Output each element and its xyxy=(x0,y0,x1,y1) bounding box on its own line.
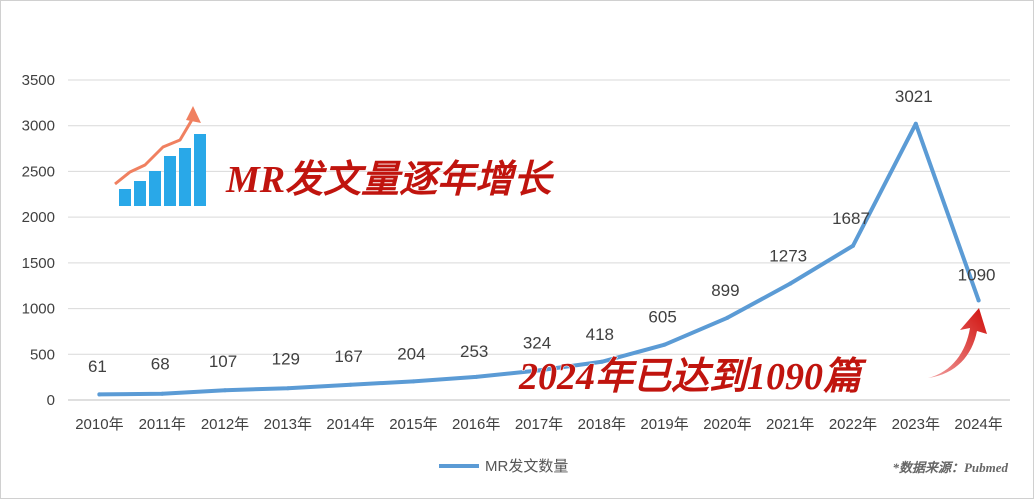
data-point xyxy=(285,386,290,391)
y-tick-label: 3500 xyxy=(22,72,55,89)
x-tick-label: 2012年 xyxy=(201,416,249,433)
callout-arrow-icon xyxy=(928,308,987,378)
data-point xyxy=(599,359,604,364)
data-point xyxy=(976,298,981,303)
y-tick-label: 2500 xyxy=(22,163,55,180)
icon-bar xyxy=(119,189,131,206)
x-tick-label: 2024年 xyxy=(954,416,1002,433)
icon-bar xyxy=(134,181,146,206)
icon-bar xyxy=(179,148,191,206)
source-note: *数据来源：Pubmed xyxy=(892,460,1008,475)
y-tick-label: 1500 xyxy=(22,255,55,272)
axes: 0 500 1000 1500 2000 2500 3000 3500 2010年 2011年 20… xyxy=(22,72,1010,433)
data-point xyxy=(851,243,855,248)
y-tick-label: 1000 xyxy=(22,301,55,318)
legend: MR发文数量 xyxy=(439,458,568,475)
callout-arrow-shape xyxy=(928,308,987,378)
data-label: 3021 xyxy=(895,87,933,106)
icon-arrowhead xyxy=(186,106,201,123)
data-point xyxy=(537,368,541,373)
data-point xyxy=(725,315,730,320)
data-point xyxy=(788,281,793,286)
callout-2024-annotation: 2024年已达到1090篇 xyxy=(518,356,867,398)
x-tick-label: 2021年 xyxy=(766,416,814,433)
x-tick-label: 2017年 xyxy=(515,416,563,433)
x-tick-label: 2020年 xyxy=(703,416,751,433)
x-tick-label: 2018年 xyxy=(578,416,626,433)
x-tick-label: 2011年 xyxy=(139,416,186,433)
data-point xyxy=(348,382,353,387)
x-tick-label: 2016年 xyxy=(452,416,500,433)
data-label: 107 xyxy=(209,352,237,371)
data-label: 68 xyxy=(151,355,170,374)
data-label: 1273 xyxy=(769,247,807,266)
data-point xyxy=(411,379,416,384)
y-tick-label: 0 xyxy=(47,392,55,409)
icon-trend-line xyxy=(114,117,195,186)
legend-label: MR发文数量 xyxy=(485,458,568,475)
x-tick-label: 2023年 xyxy=(892,416,940,433)
data-point xyxy=(223,388,227,393)
x-tick-label: 2010年 xyxy=(75,416,123,433)
data-point xyxy=(474,374,479,379)
y-tick-label: 3000 xyxy=(22,118,55,135)
data-label: 129 xyxy=(272,350,300,369)
growth-chart-icon xyxy=(114,106,206,206)
data-labels: 61 68 107 129 167 204 253 324 418 605 899 1273 1687 3… xyxy=(88,87,996,376)
icon-bar xyxy=(194,134,206,206)
icon-bar xyxy=(164,156,176,206)
x-tick-label: 2014年 xyxy=(326,416,374,433)
data-label: 61 xyxy=(88,357,107,376)
data-point xyxy=(662,342,667,347)
y-tick-label: 500 xyxy=(30,346,55,363)
x-tick-label: 2019年 xyxy=(640,416,688,433)
x-tick-label: 2015年 xyxy=(389,416,437,433)
data-point xyxy=(160,391,165,396)
data-label: 204 xyxy=(397,345,425,364)
data-label: 418 xyxy=(586,325,614,344)
y-tick-label: 2000 xyxy=(22,209,55,226)
x-tick-label: 2013年 xyxy=(264,416,312,433)
data-label: 253 xyxy=(460,342,488,361)
data-point xyxy=(913,121,918,126)
data-point xyxy=(97,392,102,397)
data-label: 899 xyxy=(711,281,739,300)
data-label: 605 xyxy=(648,308,676,327)
icon-bar xyxy=(149,171,161,206)
data-label: 1090 xyxy=(958,265,996,284)
headline-annotation: MR发文量逐年增长 xyxy=(225,159,554,201)
data-label: 167 xyxy=(334,347,362,366)
x-tick-label: 2022年 xyxy=(829,416,877,433)
gridlines xyxy=(68,79,1010,355)
series-layer xyxy=(97,121,981,397)
data-label: 324 xyxy=(523,333,551,352)
data-label: 1687 xyxy=(832,209,870,228)
